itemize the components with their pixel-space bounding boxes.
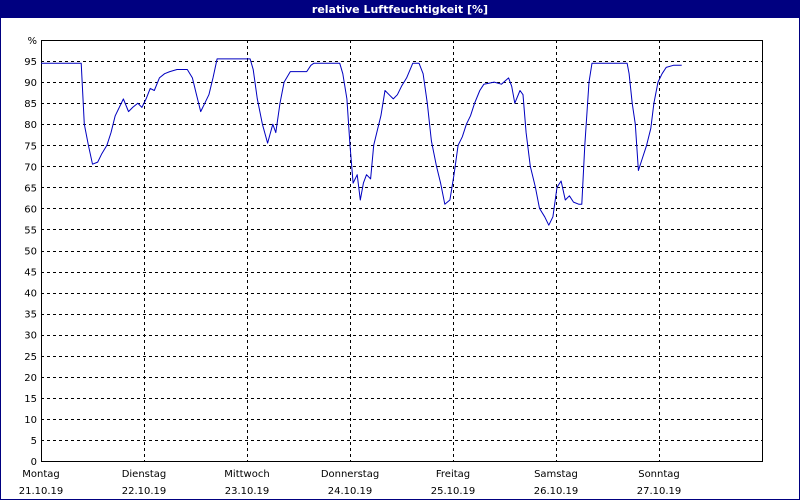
y-tick-label: 65 (24, 183, 37, 194)
y-tick-label: 35 (24, 310, 37, 321)
y-tick-label: 55 (24, 225, 37, 236)
x-tick-date-label: 26.10.19 (534, 486, 579, 497)
x-tick-day-label: Dienstag (122, 469, 167, 480)
x-tick-day-label: Freitag (436, 469, 470, 480)
chart-title: relative Luftfeuchtigkeit [%] (1, 1, 799, 18)
y-tick-label: 75 (24, 141, 37, 152)
y-tick-label: 80 (24, 120, 37, 131)
y-tick-label: 15 (24, 394, 37, 405)
y-tick-label: 85 (24, 99, 37, 110)
x-tick-date-label: 22.10.19 (122, 486, 167, 497)
x-tick-date-label: 24.10.19 (328, 486, 373, 497)
y-tick-label: 50 (24, 247, 37, 258)
y-tick-label: 30 (24, 331, 37, 342)
x-tick-day-label: Mittwoch (224, 469, 269, 480)
x-tick-day-label: Donnerstag (321, 469, 379, 480)
y-tick-label: 5 (31, 436, 37, 447)
plot-area (41, 40, 762, 461)
x-tick-day-label: Samstag (534, 469, 578, 480)
y-tick-label: 40 (24, 289, 37, 300)
y-tick-label: 60 (24, 204, 37, 215)
y-tick-label: 10 (24, 415, 37, 426)
x-tick-date-label: 27.10.19 (637, 486, 682, 497)
x-tick-date-label: 23.10.19 (225, 486, 270, 497)
x-tick-day-label: Montag (22, 469, 59, 480)
y-tick-label: 95 (24, 57, 37, 68)
y-tick-label: 20 (24, 373, 37, 384)
humidity-series-line (41, 58, 682, 226)
x-tick-date-label: 25.10.19 (431, 486, 476, 497)
x-tick-day-label: Sonntag (638, 469, 680, 480)
y-tick-label: 45 (24, 268, 37, 279)
y-tick-label: 90 (24, 78, 37, 89)
y-unit-label: % (27, 36, 37, 47)
y-tick-label: 70 (24, 162, 37, 173)
x-tick-date-label: 21.10.19 (19, 486, 64, 497)
y-tick-label: 0 (31, 457, 37, 468)
y-tick-label: 25 (24, 352, 37, 363)
plot-frame (41, 40, 763, 462)
